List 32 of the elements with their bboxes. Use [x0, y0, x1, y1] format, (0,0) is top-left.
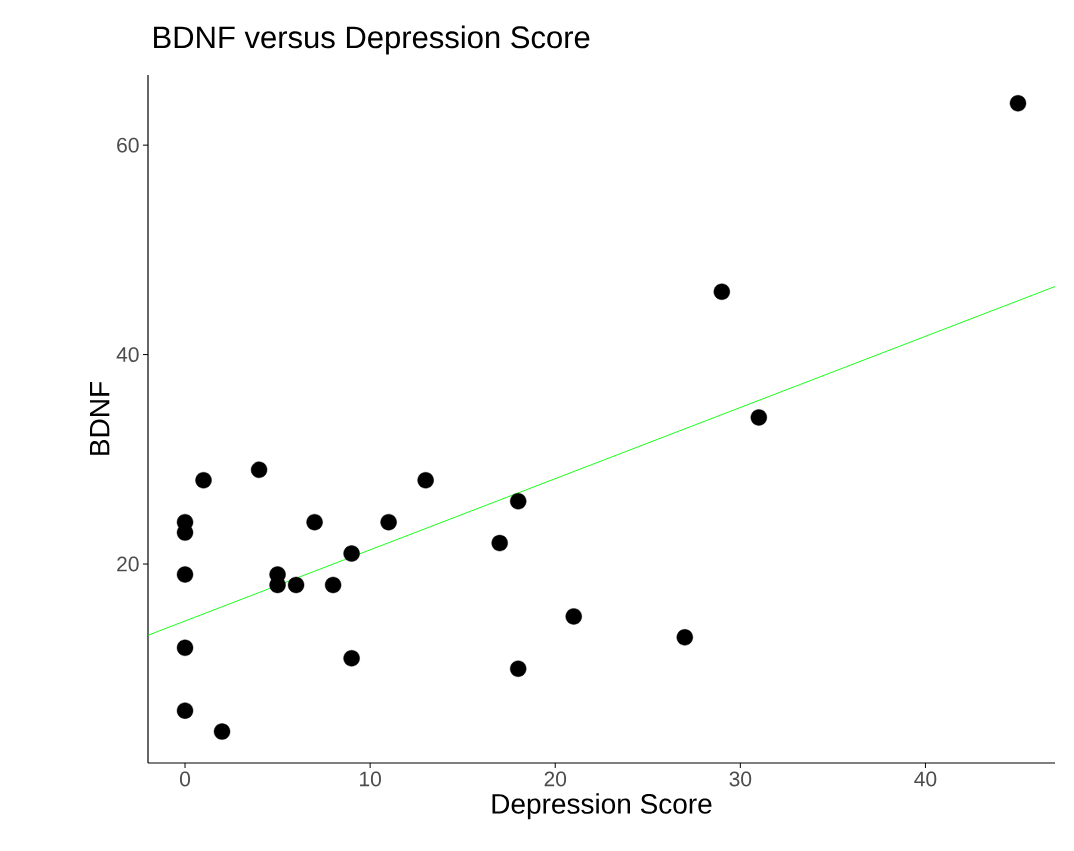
x-tick-label: 0 [180, 771, 191, 787]
point [343, 545, 360, 562]
point [306, 513, 323, 531]
y-axis-title: BDNF [90, 382, 110, 455]
point [491, 534, 508, 552]
point [287, 576, 305, 594]
point [213, 723, 231, 740]
point [750, 409, 768, 426]
x-tick-label: 30 [729, 771, 752, 787]
point [324, 576, 342, 594]
point [250, 461, 268, 478]
x-tick-label: 40 [914, 771, 937, 787]
point [176, 639, 194, 657]
y-tick-label: 60 [117, 137, 139, 153]
point [676, 629, 693, 646]
point [417, 472, 434, 489]
y-tick-label: 20 [117, 556, 139, 572]
point [176, 702, 194, 719]
x-tick-label: 10 [360, 771, 381, 787]
point [565, 608, 582, 625]
y-tick-label: 40 [116, 347, 139, 363]
x-axis-title: Depression Score [492, 793, 712, 820]
point [380, 513, 397, 531]
point [510, 493, 527, 510]
point [713, 283, 731, 300]
point [176, 566, 194, 583]
point [343, 650, 360, 667]
point [195, 472, 212, 489]
point [510, 660, 527, 677]
chart-title: BDNF versus Depression Score [154, 25, 590, 55]
x-tick-label: 20 [544, 771, 567, 787]
point [1009, 95, 1027, 112]
